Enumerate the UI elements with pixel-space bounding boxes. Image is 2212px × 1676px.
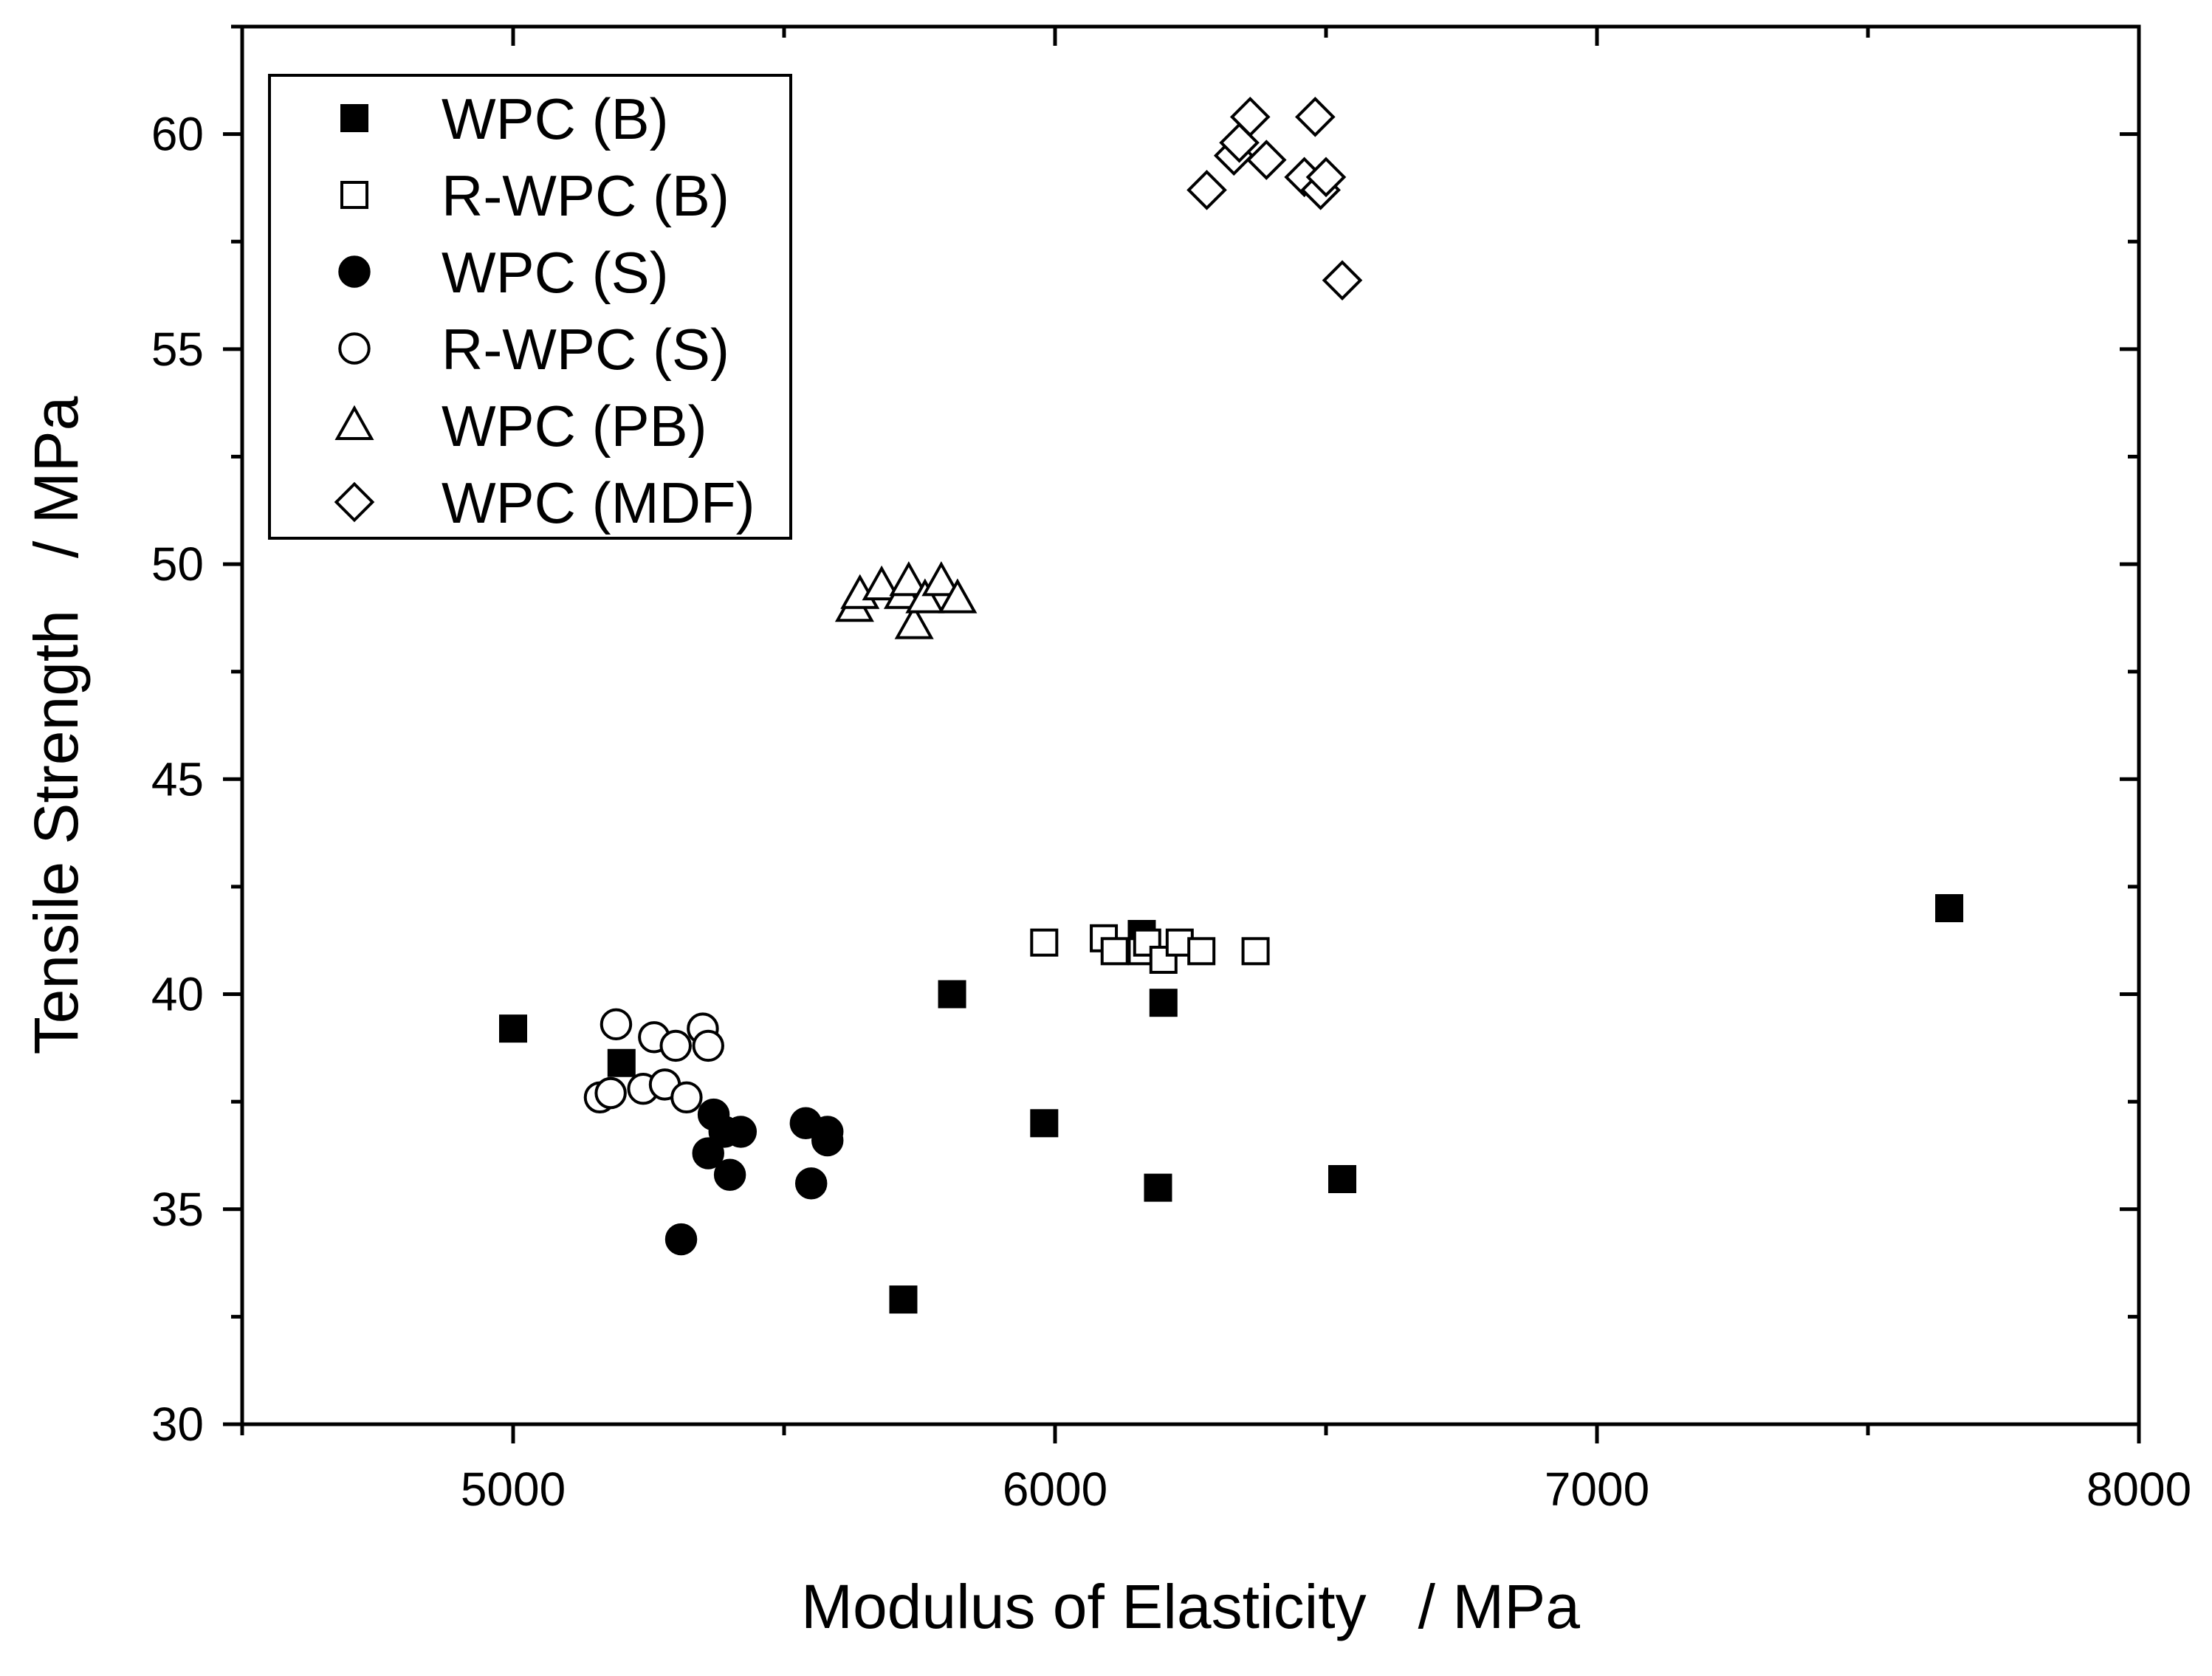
data-point — [1187, 937, 1216, 966]
series-1 — [1030, 924, 1270, 974]
series-3 — [583, 1008, 724, 1114]
legend-label: WPC (B) — [442, 86, 669, 151]
data-point — [862, 565, 901, 601]
data-point — [692, 1029, 724, 1062]
legend-label: R-WPC (B) — [442, 163, 729, 228]
y-axis-label: Tensile Strength / MPa — [21, 396, 91, 1054]
data-point — [921, 561, 961, 597]
data-point — [1144, 1173, 1172, 1202]
data-point — [1030, 1109, 1059, 1138]
legend-marker — [340, 104, 368, 132]
axis-ticks: 5000 6000 7000 8000 30 35 40 45 50 55 60 — [151, 24, 2191, 1516]
plot-area-frame — [240, 24, 2141, 1426]
data-point — [794, 1167, 828, 1200]
data-point — [889, 561, 929, 597]
data-point — [724, 1116, 758, 1148]
data-point — [905, 578, 945, 614]
data-point — [1935, 894, 1964, 923]
data-point — [600, 1008, 633, 1041]
data-point — [594, 1076, 627, 1110]
legend-marker — [334, 481, 375, 523]
data-point — [692, 1137, 724, 1170]
data-point — [664, 1223, 698, 1256]
data-point — [811, 1124, 844, 1157]
legend-box — [268, 74, 792, 540]
y-tick-label: 55 — [151, 323, 204, 376]
data-point — [1295, 97, 1336, 137]
x-axis-label: Modulus of Elasticity / MPa — [801, 1572, 1580, 1641]
data-point — [659, 1029, 692, 1062]
data-point — [607, 1048, 636, 1077]
data-point — [1149, 989, 1178, 1017]
legend-marker — [334, 405, 374, 440]
x-tick-label: 8000 — [2086, 1463, 2191, 1516]
series-4 — [834, 561, 978, 639]
y-tick-label: 60 — [151, 108, 204, 161]
data-point — [1100, 937, 1129, 966]
y-tick-label: 45 — [151, 752, 204, 806]
data-point — [1246, 140, 1287, 180]
data-points — [499, 97, 1964, 1314]
series-2 — [664, 1098, 844, 1256]
data-point — [499, 1014, 527, 1043]
data-point — [670, 1081, 703, 1114]
y-tick-label: 50 — [151, 538, 204, 591]
data-point — [889, 1285, 918, 1314]
legend-marker — [338, 332, 371, 365]
series-5 — [1186, 97, 1363, 300]
legend-label: WPC (S) — [442, 240, 669, 305]
data-point — [1149, 945, 1178, 974]
y-tick-label: 40 — [151, 968, 204, 1021]
x-tick-label: 7000 — [1545, 1463, 1649, 1516]
data-point — [1229, 97, 1271, 137]
data-point — [1030, 928, 1059, 957]
data-point — [1186, 170, 1227, 210]
data-point — [938, 578, 978, 614]
legend-label: R-WPC (S) — [442, 317, 729, 382]
data-point — [1305, 157, 1347, 198]
x-tick-label: 6000 — [1003, 1463, 1107, 1516]
data-point — [713, 1158, 746, 1191]
data-point — [938, 980, 966, 1009]
data-point — [894, 604, 934, 639]
data-point — [1322, 260, 1363, 300]
data-point — [1241, 937, 1270, 966]
x-tick-label: 5000 — [461, 1463, 566, 1516]
legend: WPC (B) R-WPC (B) WPC (S) R-WPC (S) WPC (PB)… — [268, 74, 792, 540]
legend-marker — [340, 181, 368, 209]
y-tick-label: 30 — [151, 1398, 204, 1451]
legend-label: WPC (PB) — [442, 394, 707, 459]
legend-label: WPC (MDF) — [442, 470, 755, 535]
y-tick-label: 35 — [151, 1183, 204, 1236]
legend-marker — [338, 255, 371, 288]
data-point — [1328, 1164, 1357, 1193]
